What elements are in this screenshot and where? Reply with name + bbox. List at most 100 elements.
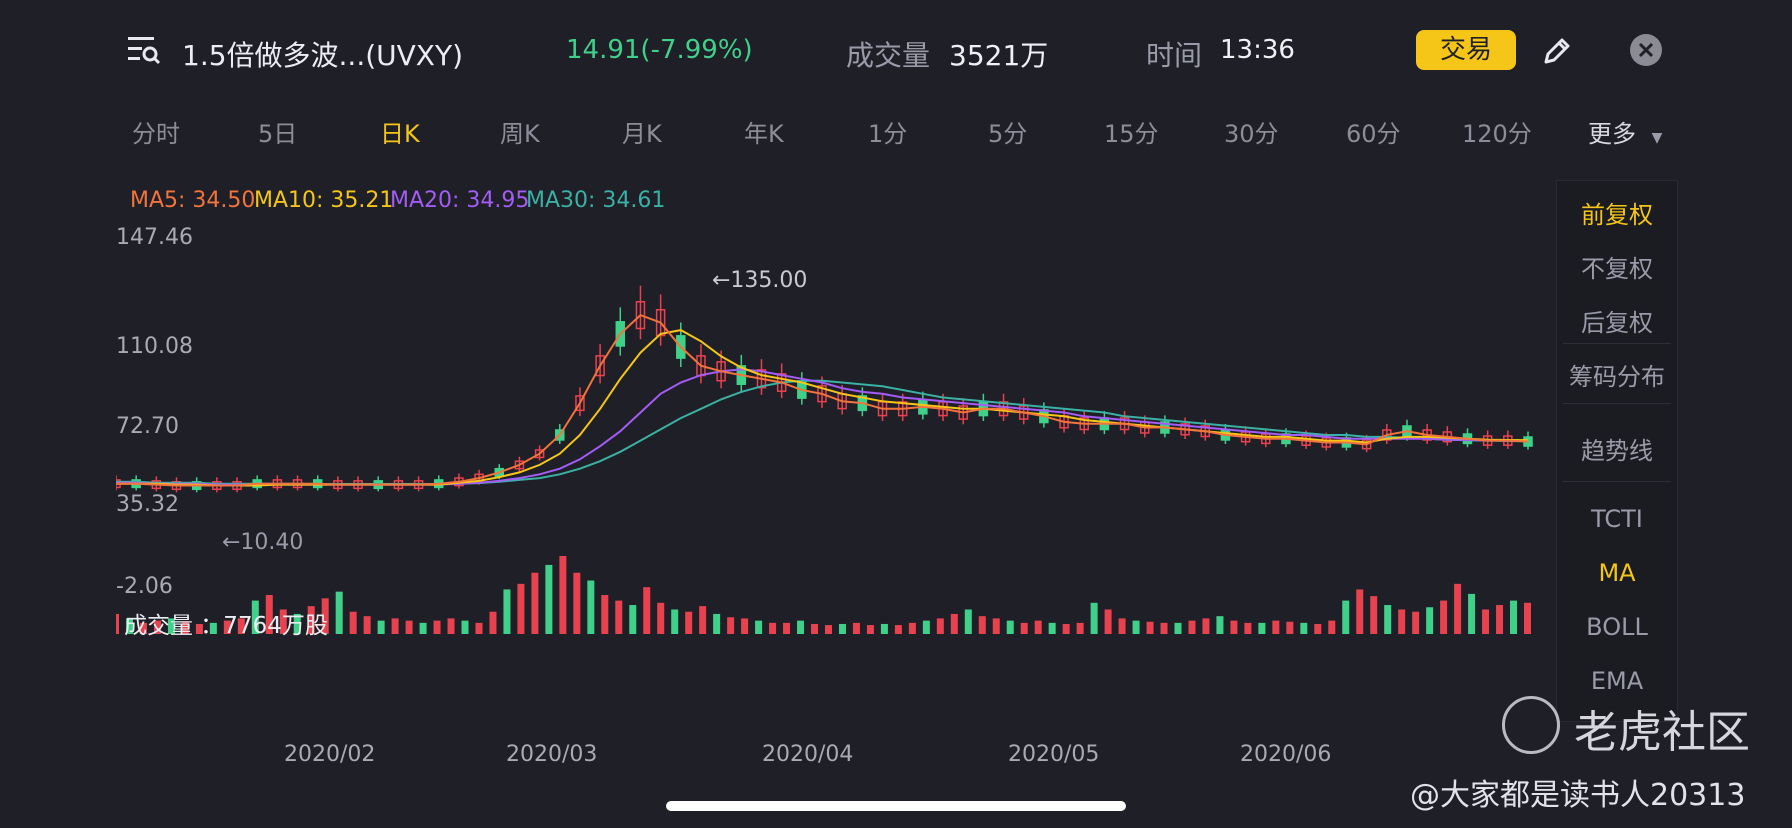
kline-chart[interactable] [116,220,1536,730]
tab-120min[interactable]: 120分 [1462,120,1532,148]
volume-bar [950,613,958,634]
y-tick-label: 147.46 [116,225,193,250]
tab-day-k[interactable]: 日K [380,120,420,148]
volume-bar [125,618,133,634]
volume-bar [1384,605,1392,634]
divider [1563,403,1671,404]
volume-bar [1076,622,1084,634]
volume-bar [741,618,749,634]
option-tcti[interactable]: TCTI [1591,505,1643,533]
volume-bar [559,556,567,634]
tab-1min[interactable]: 1分 [868,120,908,148]
volume-bar [1482,609,1490,634]
volume-bar [335,591,343,634]
volume-bar [1104,609,1112,634]
volume-bar [824,625,832,634]
volume-bar [685,611,693,634]
volume-bar [615,600,623,634]
volume-bar [755,620,763,634]
volume-bar [908,622,916,634]
ma20-legend: MA20: 34.95 [390,188,530,213]
option-chip-distribution[interactable]: 筹码分布 [1569,363,1665,391]
volume-value: 3521万 [949,39,1049,72]
volume-bar [1412,611,1420,634]
volume-label: 成交量 [846,39,931,72]
volume-bar [964,609,972,634]
tab-week-k[interactable]: 周K [500,120,540,148]
candle-body [534,449,545,459]
volume-bar [629,605,637,634]
volume-bar [587,580,595,634]
volume-bar [699,606,707,634]
option-ma[interactable]: MA [1598,559,1636,587]
x-tick-label: 2020/06 [1240,742,1332,767]
volume-bar [489,611,497,634]
volume-bar [461,620,469,634]
volume-bar [1524,602,1531,634]
volume-bar [1468,593,1476,634]
volume-bar [321,598,329,634]
tab-more[interactable]: 更多 ▼ [1588,114,1662,149]
volume-bar [1328,620,1336,634]
stock-title[interactable]: 1.5倍做多波...(UVXY) [182,39,464,72]
tab-fenshi[interactable]: 分时 [132,120,180,148]
ma5-legend: MA5: 34.50 [130,188,256,213]
x-tick-label: 2020/02 [284,742,376,767]
volume-bar [1048,622,1056,634]
y-tick-label: 72.70 [116,414,179,439]
x-tick-label: 2020/05 [1008,742,1100,767]
watermark-user: @大家都是读书人20313 [1410,778,1746,813]
volume-bar [391,618,399,634]
time-label: 时间 [1146,39,1203,72]
volume-bar [363,616,371,634]
menu-search-icon[interactable] [126,34,162,66]
tab-5min[interactable]: 5分 [988,120,1028,148]
y-tick-label: -2.06 [116,574,173,599]
edit-pencil-icon[interactable] [1540,34,1574,68]
option-ema[interactable]: EMA [1590,667,1644,695]
volume-bar [1356,589,1364,634]
tab-30min[interactable]: 30分 [1224,120,1279,148]
volume-bar [307,606,315,634]
volume-bar [1426,607,1434,634]
volume-bar [349,611,357,634]
tab-more-label: 更多 [1588,120,1636,148]
volume-bar [1398,609,1406,634]
volume-bar [1272,620,1280,634]
volume-bar [1202,618,1210,634]
option-trendline[interactable]: 趋势线 [1581,437,1653,465]
tab-5day[interactable]: 5日 [258,120,298,148]
tab-60min[interactable]: 60分 [1346,120,1401,148]
tab-month-k[interactable]: 月K [622,120,662,148]
volume-bar [1496,605,1504,634]
volume-bar [223,620,231,634]
volume-bar [1230,620,1238,634]
volume-bar [1258,622,1266,634]
volume-bar [601,595,609,634]
volume-bar [992,618,1000,634]
close-icon[interactable] [1630,34,1662,66]
home-indicator[interactable] [666,801,1126,811]
option-backward-adjust[interactable]: 后复权 [1581,309,1653,337]
x-tick-label: 2020/04 [762,742,854,767]
volume-bar [377,620,385,634]
trade-button[interactable]: 交易 [1416,30,1516,70]
volume-bar [671,609,679,634]
volume-bar [139,622,147,634]
volume-bar [1454,583,1462,634]
volume-bar [1188,620,1196,634]
volume-bar [769,622,777,634]
tab-year-k[interactable]: 年K [744,120,784,148]
volume-bar [894,625,902,634]
option-forward-adjust[interactable]: 前复权 [1581,201,1653,229]
watermark-brand: 老虎社区 [1574,707,1750,758]
divider [1563,343,1671,344]
option-no-adjust[interactable]: 不复权 [1581,255,1653,283]
volume-bar [1244,622,1252,634]
tab-15min[interactable]: 15分 [1104,120,1159,148]
volume-bar [1020,622,1028,634]
candle-body [514,460,525,470]
volume-bar [209,622,217,634]
candle-body [575,395,585,412]
option-boll[interactable]: BOLL [1586,613,1648,641]
